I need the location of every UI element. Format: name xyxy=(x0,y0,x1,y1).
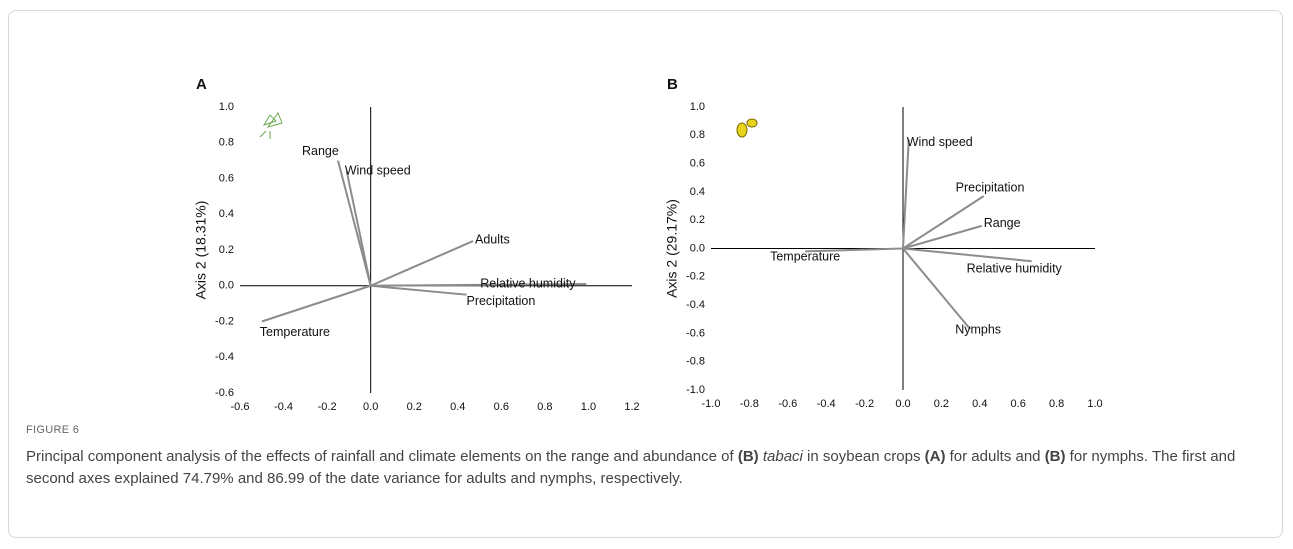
y-tick-label: -0.4 xyxy=(215,351,234,363)
x-tick-label: 1.2 xyxy=(624,401,639,413)
vector-label: Precipitation xyxy=(466,294,535,308)
caption-text: for adults and xyxy=(945,448,1045,465)
x-tick-label: 1.0 xyxy=(581,401,596,413)
figure-frame xyxy=(8,10,1283,538)
vector-label: Relative humidity xyxy=(967,262,1063,276)
caption-text: tabaci xyxy=(762,448,803,465)
y-tick-label: -0.2 xyxy=(215,315,234,327)
x-tick-label: 0.6 xyxy=(494,401,509,413)
loading-vector xyxy=(370,240,474,287)
vector-label: Temperature xyxy=(770,250,840,264)
y-tick-label: 0.4 xyxy=(690,186,705,198)
figure-label: FIGURE 6 xyxy=(26,424,80,436)
vector-label: Relative humidity xyxy=(480,276,576,290)
loading-vector xyxy=(261,284,371,323)
x-tick-label: 0.0 xyxy=(363,401,378,413)
y-tick-label: -0.8 xyxy=(686,356,705,368)
y-tick-label: 0.8 xyxy=(219,137,234,149)
x-tick-label: -0.8 xyxy=(740,398,759,410)
x-tick-label: -0.6 xyxy=(778,398,797,410)
caption-text: (B) xyxy=(737,448,759,465)
y-tick-label: 0.6 xyxy=(219,172,234,184)
loading-vector xyxy=(902,195,985,250)
y-tick-label: -0.6 xyxy=(686,327,705,339)
y-tick-label: 0.2 xyxy=(219,244,234,256)
x-tick-label: -1.0 xyxy=(702,398,721,410)
y-tick-label: 0.8 xyxy=(690,129,705,141)
y-tick-label: 1.0 xyxy=(690,101,705,113)
vector-label: Range xyxy=(302,144,339,158)
y-tick-label: -0.2 xyxy=(686,271,705,283)
y-tick-label: 0.0 xyxy=(690,242,705,254)
x-tick-label: 0.8 xyxy=(537,401,552,413)
x-tick-label: 0.2 xyxy=(934,398,949,410)
vector-label: Range xyxy=(984,216,1021,230)
x-tick-label: 0.0 xyxy=(895,398,910,410)
y-axis-title: Axis 2 (29.17%) xyxy=(664,199,680,298)
x-tick-label: 0.8 xyxy=(1049,398,1064,410)
caption-text: in soybean crops xyxy=(802,448,925,465)
loading-vector xyxy=(902,247,1032,263)
x-tick-label: -0.2 xyxy=(855,398,874,410)
x-tick-label: 0.2 xyxy=(407,401,422,413)
y-axis-title: Axis 2 (18.31%) xyxy=(193,201,209,300)
y-tick-label: 0.2 xyxy=(690,214,705,226)
x-axis-title: Axis 1 (57.82%) xyxy=(854,419,953,420)
x-tick-label: -0.4 xyxy=(274,401,293,413)
y-tick-label: 0.0 xyxy=(219,280,234,292)
x-tick-label: 0.4 xyxy=(450,401,465,413)
vector-label: Adults xyxy=(475,232,510,246)
y-tick-label: -0.6 xyxy=(215,387,234,399)
y-tick-label: -1.0 xyxy=(686,384,705,396)
panel-label: B xyxy=(667,76,678,93)
x-tick-label: 0.4 xyxy=(972,398,987,410)
figure: -0.6 -0.4 -0.2 0.0 0.2 0.4 0.6 0.8 1.0 1.2 -0.6 -0.… xyxy=(193,76,1103,420)
caption-text: (A) xyxy=(924,448,946,465)
loading-vector xyxy=(902,247,971,330)
y-tick-label: 0.4 xyxy=(219,208,234,220)
x-tick-label: -0.6 xyxy=(231,401,250,413)
loading-vector xyxy=(337,160,372,287)
x-tick-label: 1.0 xyxy=(1087,398,1102,410)
nymph-icon xyxy=(736,118,758,138)
loading-vector xyxy=(370,284,467,296)
x-tick-label: -0.2 xyxy=(318,401,337,413)
vector-label: Precipitation xyxy=(956,180,1025,194)
caption: Principal component analysis of the effe… xyxy=(26,446,1246,489)
adult-icon xyxy=(259,111,283,139)
panel-label: A xyxy=(196,76,207,93)
y-tick-label: 1.0 xyxy=(219,101,234,113)
loading-vector xyxy=(345,171,372,286)
vector-label: Temperature xyxy=(260,325,330,339)
caption-text: (B) xyxy=(1044,448,1066,465)
caption-text: for nymphs. The first and second axes ex… xyxy=(26,448,1236,487)
loading-vector xyxy=(370,282,587,287)
loading-vector xyxy=(902,224,982,250)
loading-vector xyxy=(902,139,910,249)
vector-label: Wind speed xyxy=(345,164,411,178)
x-tick-label: 0.6 xyxy=(1011,398,1026,410)
y-tick-label: -0.4 xyxy=(686,299,705,311)
caption-text: Principal component analysis of the effe… xyxy=(26,448,738,465)
vector-label: Nymphs xyxy=(955,322,1001,336)
y-tick-label: 0.6 xyxy=(690,158,705,170)
loading-vector xyxy=(805,247,904,253)
vector-label: Wind speed xyxy=(907,135,973,149)
x-tick-label: -0.4 xyxy=(817,398,836,410)
